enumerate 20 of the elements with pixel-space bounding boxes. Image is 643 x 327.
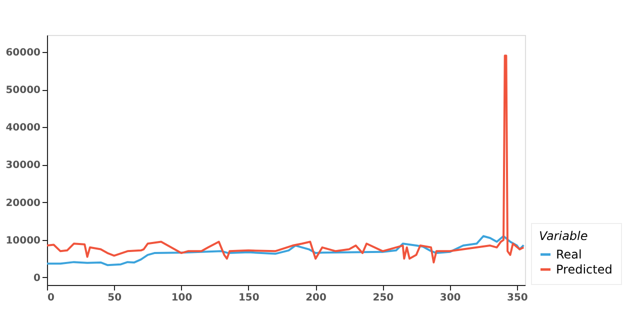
- y-tick-label: 0: [34, 272, 41, 284]
- y-tick-label: 60000: [6, 47, 41, 58]
- legend-label: Predicted: [556, 262, 612, 276]
- y-tick-label: 40000: [6, 122, 41, 134]
- y-tick-label: 30000: [6, 160, 41, 172]
- x-tick-label: 300: [440, 292, 461, 304]
- x-tick-label: 200: [306, 292, 327, 304]
- x-tick-label: 50: [108, 292, 122, 304]
- x-tick-label: 0: [48, 292, 54, 304]
- x-tick-label: 350: [507, 292, 528, 304]
- y-tick-label: 10000: [6, 235, 41, 246]
- x-tick-label: 150: [238, 292, 260, 304]
- x-tick-label: 100: [171, 292, 192, 304]
- y-tick-label: 50000: [6, 85, 41, 96]
- line-series: [46, 54, 525, 264]
- legend-title: Variable: [539, 229, 588, 243]
- x-tick-label: 250: [372, 292, 394, 304]
- line-series: [46, 235, 525, 266]
- legend-label: Real: [556, 248, 582, 262]
- y-tick-label: 20000: [6, 198, 41, 209]
